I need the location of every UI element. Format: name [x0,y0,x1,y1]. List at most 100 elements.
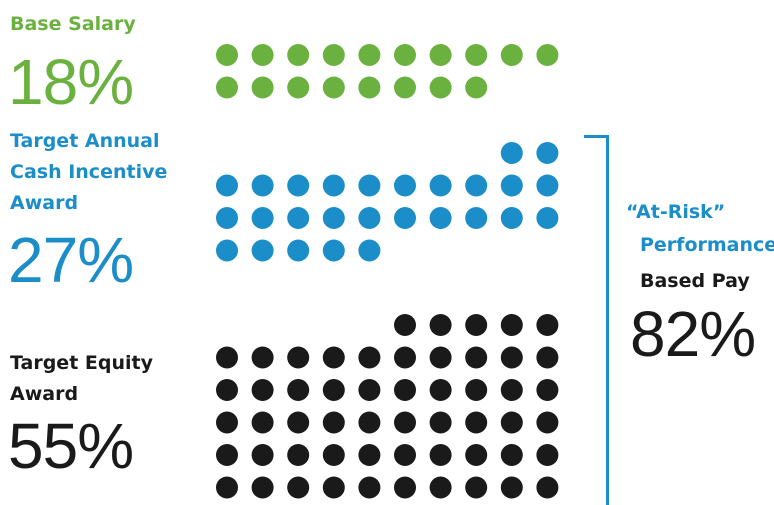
dot-equity-31 [429,411,452,434]
dot-cash-incentive-13 [251,207,274,229]
dot-cash-incentive-18 [429,207,452,229]
equity-award-label-line-2: Award [10,383,79,405]
dot-equity-48 [322,476,345,499]
cash-incentive-label-line-1: Target Annual [10,130,160,152]
dot-cash-incentive-7 [394,174,416,197]
dot-equity-43 [500,444,523,466]
dot-base-salary-8 [500,44,523,66]
dot-equity-51 [429,476,452,499]
equity-award-label: Target Equity Award [10,348,153,410]
dot-base-salary-1 [251,44,274,66]
dot-equity-10 [394,346,416,369]
dot-equity-20 [394,379,416,401]
dot-equity-37 [287,444,310,466]
dot-equity-36 [251,444,274,466]
dot-equity-45 [216,476,238,499]
dot-cash-incentive-14 [287,207,310,229]
dot-cash-incentive-23 [251,239,274,262]
dot-equity-35 [216,444,238,466]
dot-equity-24 [536,379,559,401]
dot-cash-incentive-25 [322,239,345,262]
dot-equity-14 [536,346,559,369]
dot-cash-incentive-6 [358,174,381,197]
dot-equity-53 [500,476,523,499]
dot-equity-21 [429,379,452,401]
dot-base-salary-4 [358,44,381,66]
dot-equity-22 [465,379,488,401]
dot-cash-incentive-15 [322,207,345,229]
dot-equity-11 [429,346,452,369]
dot-equity-33 [500,411,523,434]
dot-equity-47 [287,476,310,499]
dot-cash-incentive-1 [536,142,559,164]
dot-cash-incentive-10 [500,174,523,197]
dot-equity-17 [287,379,310,401]
at-risk-percent: 82% [630,298,756,370]
dot-cash-incentive-12 [216,207,238,229]
dot-equity-49 [358,476,381,499]
dot-cash-incentive-11 [536,174,559,197]
dot-cash-incentive-19 [465,207,488,229]
dot-equity-50 [394,476,416,499]
dot-base-salary-12 [287,76,310,99]
equity-award-label-line-1: Target Equity [10,352,153,374]
dot-cash-incentive-22 [216,239,238,262]
dot-equity-29 [358,411,381,434]
dot-equity-26 [251,411,274,434]
dot-equity-13 [500,346,523,369]
dot-base-salary-7 [465,44,488,66]
dot-equity-40 [394,444,416,466]
dot-cash-incentive-20 [500,207,523,229]
at-risk-subtitle-based-pay: Based Pay [640,270,750,292]
dot-equity-8 [322,346,345,369]
dot-cash-incentive-9 [465,174,488,197]
dot-equity-9 [358,346,381,369]
dot-equity-54 [536,476,559,499]
dot-base-salary-17 [465,76,488,99]
dot-equity-19 [358,379,381,401]
dot-equity-1 [429,314,452,336]
at-risk-bracket-vertical [606,135,609,505]
dot-cash-incentive-21 [536,207,559,229]
dot-equity-4 [536,314,559,336]
base-salary-label: Base Salary [10,13,136,35]
dot-cash-incentive-8 [429,174,452,197]
cash-incentive-label: Target Annual Cash Incentive Award [10,126,167,219]
dot-cash-incentive-24 [287,239,310,262]
dot-base-salary-9 [536,44,559,66]
dot-cash-incentive-4 [287,174,310,197]
at-risk-title: “At-Risk” [626,201,726,223]
dot-equity-6 [251,346,274,369]
dot-cash-incentive-16 [358,207,381,229]
cash-incentive-label-line-2: Cash Incentive [10,161,168,183]
base-salary-percent: 18% [8,46,134,118]
dot-equity-46 [251,476,274,499]
dot-base-salary-2 [287,44,310,66]
at-risk-bracket-top [584,135,609,138]
dot-base-salary-0 [216,44,238,66]
dot-base-salary-10 [216,76,238,99]
dot-base-salary-15 [394,76,416,99]
dot-base-salary-6 [429,44,452,66]
dot-equity-34 [536,411,559,434]
dot-equity-5 [216,346,238,369]
dot-equity-30 [394,411,416,434]
dot-equity-23 [500,379,523,401]
dot-equity-3 [500,314,523,336]
dot-equity-2 [465,314,488,336]
dot-equity-32 [465,411,488,434]
at-risk-subtitle-performance: Performance- [640,234,774,256]
dot-equity-0 [394,314,416,336]
dot-base-salary-5 [394,44,416,66]
dot-base-salary-14 [358,76,381,99]
dot-equity-44 [536,444,559,466]
dot-equity-28 [322,411,345,434]
equity-award-percent: 55% [8,410,134,482]
dot-equity-27 [287,411,310,434]
dot-base-salary-3 [322,44,345,66]
dot-cash-incentive-0 [500,142,523,164]
dot-equity-39 [358,444,381,466]
dot-cash-incentive-2 [216,174,238,197]
dot-equity-42 [465,444,488,466]
